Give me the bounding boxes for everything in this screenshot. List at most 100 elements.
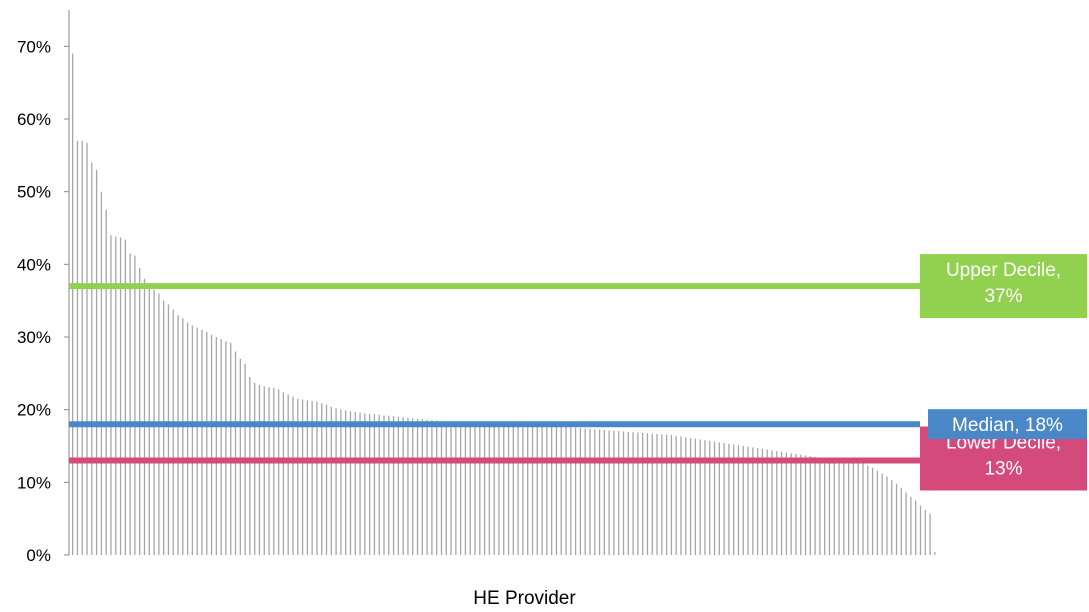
bar xyxy=(407,417,409,555)
bar xyxy=(86,142,88,556)
bar xyxy=(421,419,423,555)
bar xyxy=(790,453,792,555)
bar xyxy=(345,410,347,555)
bar xyxy=(766,449,768,555)
bar xyxy=(843,460,845,555)
bar xyxy=(761,448,764,555)
bar xyxy=(665,434,668,555)
bar xyxy=(172,309,174,555)
bar xyxy=(177,315,179,555)
bar xyxy=(143,278,146,555)
bar xyxy=(900,488,902,555)
bar xyxy=(292,396,294,555)
bar xyxy=(359,412,361,555)
bar xyxy=(752,447,754,555)
reference-lines-group: Lower Decile,13%Upper Decile,37%Median, … xyxy=(69,254,1087,491)
bar xyxy=(747,446,749,555)
bar xyxy=(426,419,428,555)
reference-label-text: Median, 18% xyxy=(952,415,1063,436)
bar xyxy=(215,337,217,555)
bar xyxy=(201,329,203,555)
bar xyxy=(814,456,816,555)
bar xyxy=(412,418,414,555)
bar xyxy=(560,426,562,555)
bar xyxy=(675,435,677,555)
bar xyxy=(622,431,625,555)
bar xyxy=(565,427,567,555)
bar xyxy=(642,432,644,555)
bar xyxy=(91,162,93,555)
bar xyxy=(871,467,874,555)
bar xyxy=(728,443,730,555)
bar xyxy=(392,416,395,555)
bar xyxy=(115,236,117,555)
bar xyxy=(129,253,131,555)
bar xyxy=(325,404,328,555)
bar xyxy=(737,445,740,555)
bar xyxy=(924,509,926,555)
bar xyxy=(713,441,716,555)
bar xyxy=(287,394,289,555)
bar xyxy=(186,322,189,555)
bar xyxy=(301,399,304,555)
bar xyxy=(76,140,79,556)
bar xyxy=(589,428,591,555)
bar xyxy=(483,424,486,555)
bar xyxy=(857,462,859,555)
bar xyxy=(182,318,184,555)
bar xyxy=(349,411,352,555)
bar xyxy=(254,382,256,555)
bar xyxy=(196,327,198,555)
bar xyxy=(776,451,778,555)
bar xyxy=(522,424,524,555)
y-tick-label: 0% xyxy=(26,546,51,565)
bar xyxy=(689,438,692,555)
bar xyxy=(594,429,596,555)
bar xyxy=(915,500,917,555)
bar xyxy=(383,415,385,555)
bar xyxy=(704,440,706,555)
bar xyxy=(95,169,98,555)
bar xyxy=(546,425,548,555)
bar xyxy=(234,351,237,555)
bar xyxy=(771,450,773,555)
reference-label-median: Median, 18% xyxy=(928,409,1087,440)
bar xyxy=(584,428,586,555)
bar xyxy=(148,284,150,555)
bar xyxy=(618,431,620,555)
bar xyxy=(493,424,495,555)
bar xyxy=(364,413,366,555)
bar xyxy=(464,423,467,555)
reference-label-box xyxy=(920,254,1087,319)
bar xyxy=(881,473,883,555)
bar xyxy=(167,304,170,555)
bar xyxy=(699,439,701,555)
bar xyxy=(886,476,888,555)
bar xyxy=(795,453,797,555)
bar xyxy=(694,438,697,555)
bar xyxy=(670,435,673,555)
bar xyxy=(416,418,419,555)
bar xyxy=(929,513,931,555)
bar xyxy=(661,434,663,555)
bar xyxy=(378,414,380,555)
bar xyxy=(541,425,543,555)
bar xyxy=(507,424,510,555)
bar xyxy=(709,440,711,555)
bar xyxy=(934,552,936,555)
x-axis-title: HE Provider xyxy=(473,588,576,609)
bar xyxy=(876,470,879,555)
bar xyxy=(354,411,356,555)
bar xyxy=(239,358,241,555)
bar xyxy=(608,430,610,555)
bar xyxy=(833,459,835,555)
bar xyxy=(440,421,443,555)
bar xyxy=(402,417,404,555)
bar xyxy=(551,426,553,555)
bar xyxy=(388,415,390,555)
bar xyxy=(479,424,481,555)
bar xyxy=(455,422,457,555)
bar xyxy=(637,432,639,555)
bar xyxy=(81,140,83,556)
bar xyxy=(867,465,869,555)
